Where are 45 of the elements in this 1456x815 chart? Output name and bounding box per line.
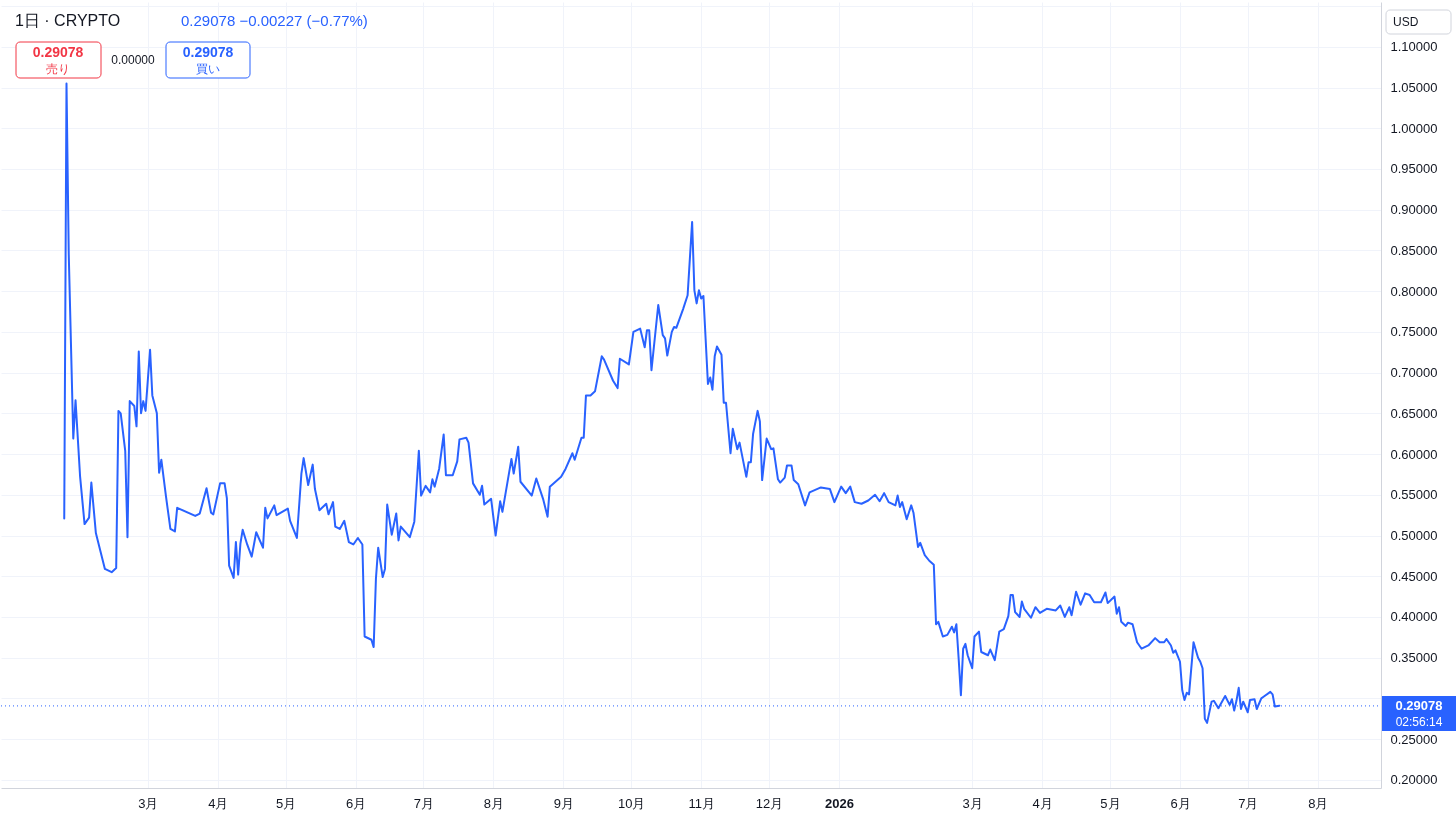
ref-line-label: 0.29078 — [1395, 697, 1443, 713]
x-tick-label: 2026 — [824, 795, 854, 811]
x-tick-label: 9月 — [553, 795, 575, 811]
annotation: 0.00000 — [111, 53, 156, 67]
y-tick-label: 1.00000 — [1390, 120, 1438, 136]
x-tick-label: 11月 — [688, 795, 715, 811]
y-tick-label: 0.65000 — [1390, 405, 1438, 421]
text: 1日 · CRYPTO — [15, 12, 121, 29]
y-tick-label: 0.95000 — [1390, 161, 1438, 177]
y-tick-label: 0.70000 — [1390, 365, 1438, 381]
annotation: 0.29078 — [32, 44, 84, 60]
y-tick-label: 0.50000 — [1390, 528, 1438, 543]
x-tick-label: 6月 — [1170, 795, 1191, 811]
y-tick-label: 0.35000 — [1390, 650, 1438, 666]
x-tick-label: 5月 — [1100, 795, 1121, 811]
text: 02:56:14 — [1395, 714, 1443, 729]
x-tick-label: 3月 — [962, 795, 983, 811]
y-tick-label: 0.85000 — [1390, 242, 1438, 258]
x-tick-label: 12月 — [755, 795, 784, 811]
x-tick-label: 7月 — [1238, 795, 1259, 811]
annotation: 0.29078 — [182, 44, 234, 60]
y-tick-label: 0.55000 — [1390, 487, 1438, 503]
annotation: 売り — [46, 62, 70, 76]
annotation: 買い — [196, 62, 220, 76]
y-tick-label: 0.20000 — [1390, 772, 1438, 788]
x-tick-label: 3月 — [138, 795, 159, 811]
x-tick-label: 4月 — [208, 795, 229, 811]
annotation: 0.29078 −0.00227 (−0.77%) — [181, 12, 368, 29]
y-tick-label: 0.80000 — [1390, 283, 1438, 299]
y-tick-label: 0.60000 — [1390, 446, 1438, 462]
x-tick-label: 6月 — [345, 795, 367, 811]
x-tick-label: 5月 — [275, 795, 297, 811]
x-tick-label: 10月 — [617, 795, 646, 811]
text: USD — [1393, 15, 1419, 29]
x-tick-label: 8月 — [1308, 795, 1329, 811]
x-tick-label: 4月 — [1032, 795, 1053, 811]
y-tick-label: 0.75000 — [1390, 324, 1438, 340]
x-tick-label: 7月 — [413, 795, 434, 811]
y-tick-label: 0.40000 — [1390, 609, 1438, 625]
y-tick-label: 0.25000 — [1390, 731, 1438, 747]
y-tick-label: 1.05000 — [1390, 80, 1438, 96]
x-tick-label: 8月 — [483, 795, 504, 811]
y-tick-label: 0.45000 — [1390, 568, 1438, 584]
y-tick-label: 0.90000 — [1390, 202, 1438, 218]
y-tick-label: 1.10000 — [1390, 39, 1438, 55]
